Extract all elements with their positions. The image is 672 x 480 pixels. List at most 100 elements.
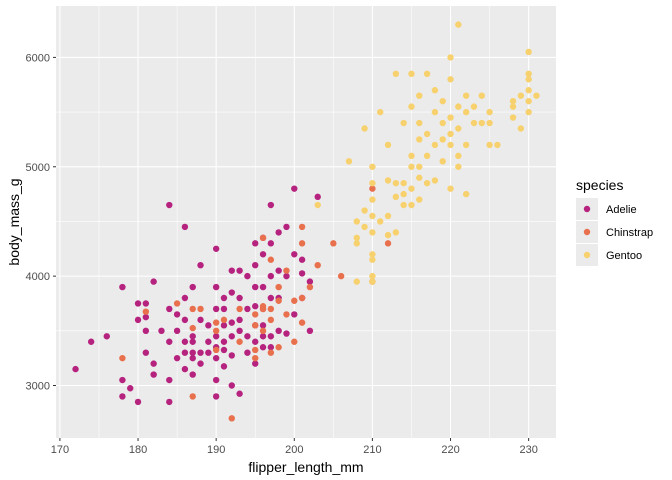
point-chinstrap — [298, 223, 306, 231]
point-gentoo — [447, 141, 454, 149]
legend: species Adelie Chinstrap Gentoo — [576, 177, 653, 266]
point-gentoo — [455, 125, 462, 132]
point-adelie — [212, 333, 220, 340]
point-gentoo — [408, 185, 415, 192]
point-adelie — [212, 305, 220, 313]
point-gentoo — [353, 234, 360, 242]
point-gentoo — [478, 119, 485, 127]
point-adelie — [212, 376, 220, 384]
y-axis-ticks: 3000 4000 5000 6000 — [26, 52, 56, 393]
point-chinstrap — [369, 185, 376, 192]
point-gentoo — [408, 152, 415, 160]
point-gentoo — [455, 152, 462, 160]
point-adelie — [197, 360, 204, 367]
point-adelie — [166, 338, 173, 345]
point-adelie — [212, 283, 220, 291]
point-gentoo — [447, 185, 454, 192]
point-gentoo — [369, 163, 376, 170]
point-chinstrap — [384, 240, 392, 247]
legend-items: Adelie Chinstrap Gentoo — [576, 198, 653, 266]
point-adelie — [252, 338, 259, 345]
point-gentoo — [462, 141, 470, 149]
point-adelie — [267, 240, 275, 247]
point-adelie — [103, 333, 110, 340]
point-adelie — [306, 327, 314, 335]
point-chinstrap — [283, 267, 290, 274]
point-adelie — [142, 313, 150, 321]
point-adelie — [244, 272, 251, 280]
point-gentoo — [478, 92, 485, 99]
point-gentoo — [369, 229, 376, 236]
point-gentoo — [416, 119, 423, 127]
point-adelie — [205, 338, 212, 345]
point-gentoo — [533, 92, 540, 99]
point-adelie — [298, 256, 306, 263]
point-gentoo — [369, 196, 376, 203]
point-gentoo — [369, 212, 376, 220]
point-chinstrap — [267, 256, 275, 263]
point-gentoo — [408, 103, 415, 110]
point-gentoo — [439, 97, 446, 105]
point-gentoo — [408, 163, 415, 170]
point-gentoo — [431, 141, 439, 149]
point-chinstrap — [337, 272, 345, 280]
point-adelie — [119, 283, 126, 291]
point-adelie — [220, 305, 228, 313]
point-gentoo — [353, 218, 360, 225]
legend-title: species — [576, 177, 623, 193]
point-adelie — [267, 272, 275, 280]
point-chinstrap — [212, 346, 220, 354]
point-adelie — [220, 322, 228, 329]
point-gentoo — [416, 92, 423, 99]
point-adelie — [275, 327, 282, 335]
point-chinstrap — [212, 327, 220, 335]
point-adelie — [259, 344, 267, 351]
point-gentoo — [400, 179, 407, 187]
point-chinstrap — [259, 327, 267, 335]
point-adelie — [150, 371, 157, 378]
point-adelie — [252, 360, 259, 367]
y-tick-label: 6000 — [26, 52, 50, 64]
point-adelie — [189, 354, 196, 362]
x-axis-ticks: 170 180 190 200 210 220 230 — [51, 438, 538, 456]
point-adelie — [236, 267, 243, 274]
point-adelie — [142, 300, 150, 307]
point-adelie — [181, 223, 189, 231]
minor-gridlines — [56, 6, 556, 438]
point-chinstrap — [252, 322, 259, 329]
point-gentoo — [525, 97, 532, 105]
point-chinstrap — [298, 240, 306, 247]
point-adelie — [259, 283, 267, 291]
point-gentoo — [455, 103, 462, 110]
point-gentoo — [423, 179, 431, 187]
point-adelie — [134, 316, 142, 324]
point-adelie — [228, 289, 235, 296]
legend-label-gentoo: Gentoo — [606, 250, 642, 262]
x-tick-label: 190 — [207, 444, 225, 456]
x-tick-label: 230 — [519, 444, 537, 456]
point-gentoo — [509, 114, 517, 121]
point-chinstrap — [189, 393, 196, 400]
point-gentoo — [525, 48, 532, 56]
point-adelie — [306, 278, 314, 285]
point-gentoo — [423, 152, 431, 160]
point-gentoo — [369, 256, 376, 263]
point-gentoo — [486, 141, 493, 149]
legend-swatch-adelie — [583, 205, 591, 213]
point-gentoo — [462, 92, 470, 99]
y-tick-label: 4000 — [26, 271, 50, 283]
point-adelie — [189, 349, 196, 356]
point-gentoo — [361, 125, 368, 132]
point-gentoo — [486, 119, 493, 127]
point-gentoo — [462, 108, 470, 116]
x-tick-label: 200 — [285, 444, 303, 456]
point-adelie — [220, 294, 228, 302]
point-adelie — [72, 365, 79, 373]
point-gentoo — [525, 87, 532, 94]
point-gentoo — [392, 193, 400, 201]
point-adelie — [220, 338, 228, 345]
point-chinstrap — [314, 262, 321, 269]
point-chinstrap — [291, 338, 298, 345]
point-chinstrap — [275, 297, 282, 304]
point-adelie — [173, 311, 181, 318]
